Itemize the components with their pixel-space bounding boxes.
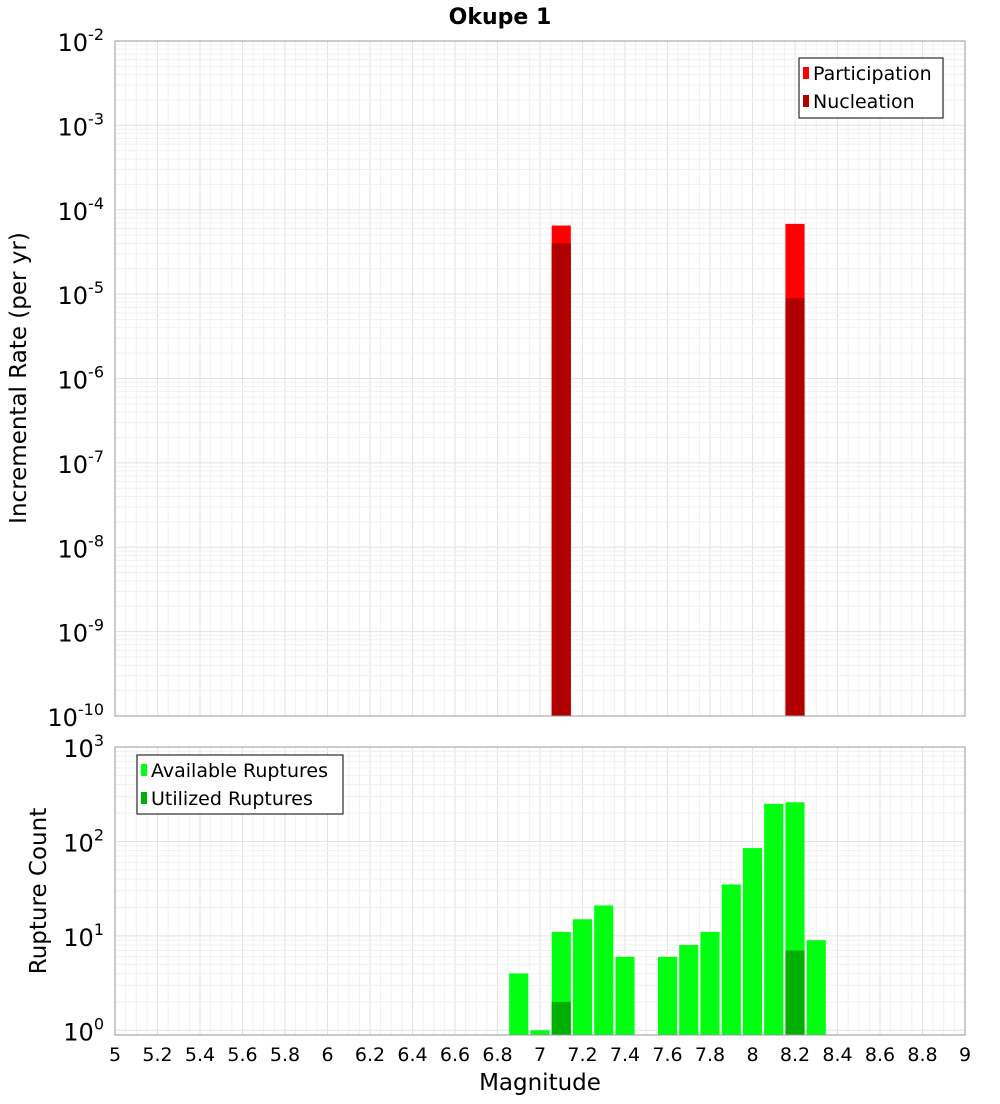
bottom-plot-frame xyxy=(114,746,966,1036)
x-tick-label: 6 xyxy=(321,1044,333,1066)
top-legend-swatch xyxy=(803,95,809,107)
bottom-bar-series1 xyxy=(594,905,614,1035)
bottom-bar-series1 xyxy=(615,956,635,1035)
bottom-legend-swatch xyxy=(141,792,147,804)
top-bar-series2 xyxy=(785,297,805,716)
x-tick-label: 7.6 xyxy=(652,1044,682,1066)
x-tick-label: 6.4 xyxy=(397,1044,427,1066)
bottom-y-tick-label: 103 xyxy=(63,731,104,763)
bottom-bar-series1 xyxy=(657,956,678,1035)
bottom-bar-series1 xyxy=(764,803,784,1035)
bottom-y-axis-label: Rupture Count xyxy=(26,808,52,974)
bottom-legend-swatch xyxy=(141,764,147,776)
x-tick-label: 8.2 xyxy=(780,1044,810,1066)
top-y-tick-label: 10-10 xyxy=(47,700,104,732)
top-legend-label: Nucleation xyxy=(813,91,915,113)
x-tick-label: 6.2 xyxy=(355,1044,385,1066)
top-y-tick-label: 10-2 xyxy=(58,25,105,57)
top-y-tick-label: 10-9 xyxy=(58,616,105,648)
bottom-bar-series1 xyxy=(806,940,826,1035)
top-y-tick-label: 10-3 xyxy=(58,109,105,141)
bottom-bar-series2 xyxy=(785,950,805,1035)
x-tick-label: 6.6 xyxy=(440,1044,470,1066)
bottom-legend-label: Available Ruptures xyxy=(151,760,328,782)
chart-title: Okupe 1 xyxy=(449,5,552,30)
top-y-tick-label: 10-5 xyxy=(58,278,105,310)
x-tick-label: 8 xyxy=(746,1044,758,1066)
bottom-bar-series1 xyxy=(721,884,741,1035)
x-tick-label: 6.8 xyxy=(482,1044,512,1066)
bottom-bar-series1 xyxy=(572,919,593,1035)
top-legend-swatch xyxy=(803,67,809,79)
x-axis-label: Magnitude xyxy=(479,1070,601,1096)
x-tick-label: 5.2 xyxy=(142,1044,172,1066)
top-y-tick-label: 10-6 xyxy=(58,363,105,395)
top-bar-series2 xyxy=(551,243,571,717)
x-tick-label: 5.8 xyxy=(270,1044,300,1066)
bottom-y-tick-label: 100 xyxy=(63,1014,104,1046)
top-plot-frame xyxy=(114,40,966,717)
top-y-tick-label: 10-8 xyxy=(58,531,105,563)
x-tick-label: 8.4 xyxy=(822,1044,852,1066)
x-tick-label: 9 xyxy=(959,1044,971,1066)
bottom-y-tick-label: 102 xyxy=(63,825,104,857)
bottom-bar-series1 xyxy=(742,848,763,1035)
x-tick-label: 8.8 xyxy=(907,1044,937,1066)
top-y-axis-label: Incremental Rate (per yr) xyxy=(6,232,32,524)
x-tick-label: 7 xyxy=(534,1044,546,1066)
bottom-legend xyxy=(136,754,344,815)
x-tick-label: 5.6 xyxy=(227,1044,257,1066)
top-y-tick-label: 10-7 xyxy=(58,447,105,479)
x-tick-label: 7.8 xyxy=(695,1044,725,1066)
x-tick-label: 5 xyxy=(109,1044,121,1066)
bottom-bar-series1 xyxy=(679,945,699,1035)
bottom-bar-series1 xyxy=(700,931,720,1035)
x-tick-label: 8.6 xyxy=(865,1044,895,1066)
bottom-y-tick-label: 101 xyxy=(63,920,104,952)
bottom-bar-series1 xyxy=(509,973,529,1035)
top-legend xyxy=(798,57,944,119)
bottom-bar-series2 xyxy=(551,1001,571,1035)
bottom-bar-series1 xyxy=(530,1030,550,1035)
x-tick-label: 7.4 xyxy=(610,1044,640,1066)
top-y-tick-label: 10-4 xyxy=(58,194,105,226)
x-tick-label: 7.2 xyxy=(567,1044,597,1066)
top-legend-label: Participation xyxy=(813,63,932,85)
bottom-legend-label: Utilized Ruptures xyxy=(151,788,313,810)
x-tick-label: 5.4 xyxy=(185,1044,215,1066)
